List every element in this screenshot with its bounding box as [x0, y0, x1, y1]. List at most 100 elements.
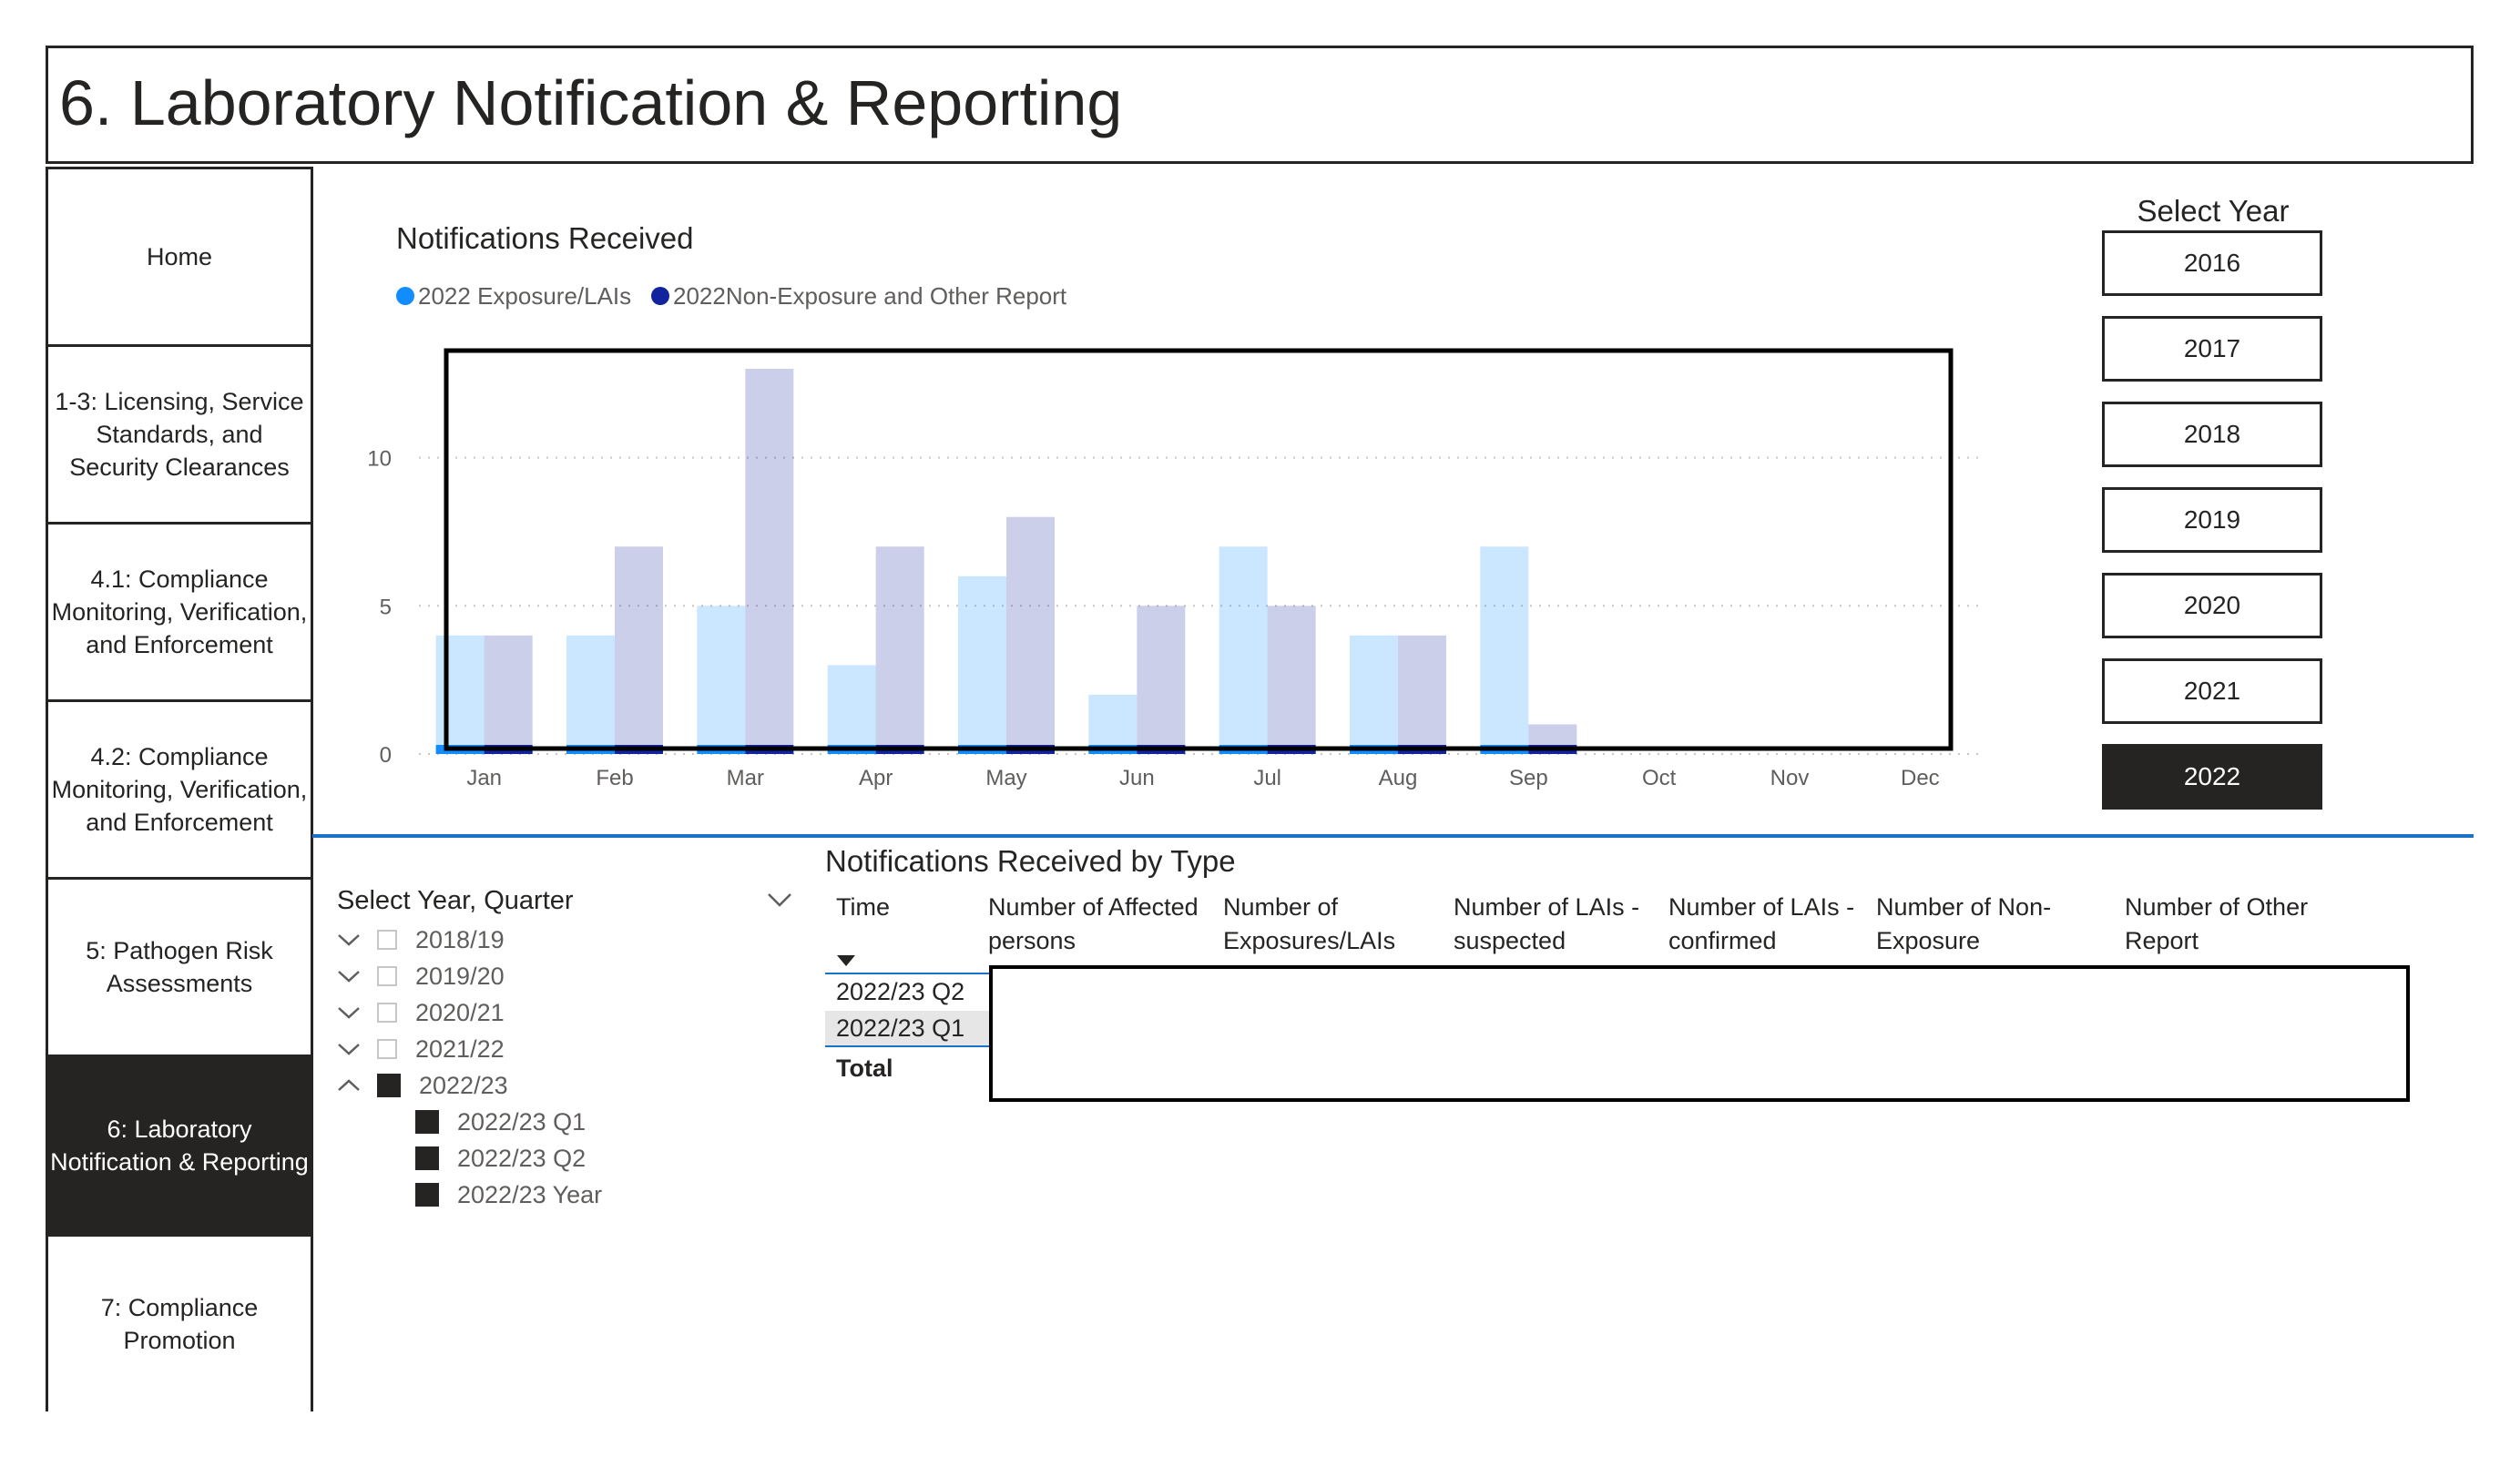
slicer-item-label: 2018/19 [415, 925, 505, 953]
column-header-lais-confirmed[interactable]: Number of LAIs - confirmed [1668, 893, 1855, 954]
slicer-item-label: 2022/23 Q2 [457, 1144, 587, 1172]
chevron-down-icon[interactable] [337, 931, 361, 949]
year-button-2019[interactable]: 2019 [2102, 487, 2322, 553]
bar [1398, 635, 1446, 754]
chart-focus-frame [444, 348, 1954, 751]
table-row-label[interactable]: 2022/23 Q2 [825, 973, 989, 1009]
year-slicer-title: Select Year [2137, 194, 2290, 228]
slicer-item-label: 2022/23 Year [457, 1180, 603, 1208]
slicer-item-label: 2020/21 [415, 998, 505, 1026]
column-header-affected-persons[interactable]: Number of Affected persons [988, 893, 1199, 954]
page-header: 6. Laboratory Notification & Reporting [46, 46, 2474, 164]
x-tick-label: Sep [1509, 766, 1548, 790]
chevron-down-icon[interactable] [337, 1004, 361, 1022]
slicer-item-2020-21[interactable]: 2020/21 [337, 994, 505, 1031]
slicer-item-2022-23[interactable]: 2022/23 [337, 1067, 508, 1104]
chart-title: Notifications Received [396, 221, 694, 255]
slicer-item-2021-22[interactable]: 2021/22 [337, 1031, 505, 1067]
year-button-2020[interactable]: 2020 [2102, 573, 2322, 638]
y-tick-label: 10 [367, 447, 392, 472]
checkbox[interactable] [377, 1039, 397, 1059]
slicer-item-label: 2021/22 [415, 1034, 505, 1063]
year-button-2017[interactable]: 2017 [2102, 316, 2322, 382]
legend-item-exposure[interactable]: 2022 Exposure/LAIs [396, 280, 631, 311]
bar [484, 635, 533, 754]
slicer-item-label: 2022/23 [419, 1071, 508, 1099]
nav-item-licensing[interactable]: 1-3: Licensing, Service Standards, and S… [46, 344, 313, 522]
sort-descending-icon[interactable] [836, 954, 856, 967]
nav-item-lab-notification[interactable]: 6: Laboratory Notification & Reporting [46, 1055, 313, 1234]
table-values-area [989, 965, 2410, 1102]
checkbox[interactable] [377, 930, 397, 950]
legend-label: 2022Non-Exposure and Other Report [673, 282, 1067, 310]
checkbox[interactable] [377, 1003, 397, 1023]
x-tick-label: Dec [1901, 766, 1940, 790]
bar [615, 546, 663, 754]
chevron-down-icon[interactable] [337, 967, 361, 985]
legend-item-non-exposure[interactable]: 2022Non-Exposure and Other Report [651, 280, 1066, 311]
table-title: Notifications Received by Type [825, 844, 1236, 878]
legend-dot-icon [396, 287, 414, 305]
checkbox[interactable] [377, 966, 397, 986]
x-tick-label: Feb [596, 766, 633, 790]
column-header-other-report[interactable]: Number of Other Report [2125, 893, 2309, 954]
y-tick-label: 5 [380, 595, 392, 619]
table-row-label[interactable]: 2022/23 Q1 [825, 1011, 989, 1047]
quarter-slicer-title: Select Year, Quarter [337, 886, 574, 915]
checkbox-checked[interactable] [415, 1110, 439, 1134]
table-total-label: Total [836, 1054, 893, 1082]
column-header-lais-suspected[interactable]: Number of LAIs - suspected [1454, 893, 1640, 954]
column-header-exposures-lais[interactable]: Number of Exposures/LAIs [1223, 893, 1396, 954]
bar [1219, 546, 1268, 754]
nav-item-compliance-promotion[interactable]: 7: Compliance Promotion [46, 1234, 313, 1411]
x-tick-label: Aug [1379, 766, 1418, 790]
slicer-item-2018-19[interactable]: 2018/19 [337, 922, 505, 958]
slicer-item-2019-20[interactable]: 2019/20 [337, 958, 505, 994]
bar [1267, 606, 1316, 754]
bar [435, 635, 485, 754]
column-header-non-exposure[interactable]: Number of Non-Exposure [1876, 893, 2052, 954]
checkbox-checked[interactable] [415, 1183, 439, 1207]
column-header-time[interactable]: Time [836, 893, 890, 921]
chevron-down-icon[interactable] [767, 891, 792, 909]
bar [745, 369, 794, 754]
bar-chart[interactable]: 0 5 10 Jan Feb Mar Apr May Jun Jul Aug Sep Oct Nov Dec [364, 328, 2004, 801]
bar [1350, 635, 1398, 754]
bar [1137, 606, 1186, 754]
legend-dot-icon [651, 287, 669, 305]
bar [875, 546, 924, 754]
chevron-up-icon[interactable] [337, 1076, 361, 1095]
x-tick-label: Mar [727, 766, 764, 790]
nav-item-compliance-4-1[interactable]: 4.1: Compliance Monitoring, Verification… [46, 522, 313, 699]
bar [827, 665, 876, 754]
y-tick-label: 0 [380, 743, 392, 768]
nav-item-pathogen-risk[interactable]: 5: Pathogen Risk Assessments [46, 877, 313, 1055]
page-title: 6. Laboratory Notification & Reporting [59, 67, 1123, 138]
bar [566, 635, 615, 754]
slicer-item-2022-23-q1[interactable]: 2022/23 Q1 [415, 1104, 586, 1140]
slicer-item-2022-23-year[interactable]: 2022/23 Year [415, 1177, 602, 1213]
slicer-item-label: 2022/23 Q1 [457, 1107, 587, 1136]
bar [1006, 516, 1055, 754]
nav-item-compliance-4-2[interactable]: 4.2: Compliance Monitoring, Verification… [46, 699, 313, 877]
year-button-2022[interactable]: 2022 [2102, 744, 2322, 810]
nav-divider [311, 1234, 313, 1411]
x-tick-label: Nov [1770, 766, 1810, 790]
bar [1088, 694, 1138, 754]
legend-label: 2022 Exposure/LAIs [418, 282, 632, 310]
bar [958, 576, 1006, 754]
year-button-2021[interactable]: 2021 [2102, 658, 2322, 724]
x-tick-label: Jan [466, 766, 502, 790]
x-tick-label: Oct [1642, 766, 1677, 790]
checkbox-checked[interactable] [377, 1074, 401, 1097]
x-tick-label: Jul [1253, 766, 1281, 790]
chevron-down-icon[interactable] [337, 1040, 361, 1058]
year-button-2018[interactable]: 2018 [2102, 402, 2322, 467]
year-button-2016[interactable]: 2016 [2102, 230, 2322, 296]
slicer-item-2022-23-q2[interactable]: 2022/23 Q2 [415, 1140, 586, 1177]
x-tick-label: May [985, 766, 1026, 790]
bar [697, 606, 746, 754]
nav-item-home[interactable]: Home [46, 167, 313, 344]
checkbox-checked[interactable] [415, 1146, 439, 1170]
x-tick-label: Apr [859, 766, 893, 790]
